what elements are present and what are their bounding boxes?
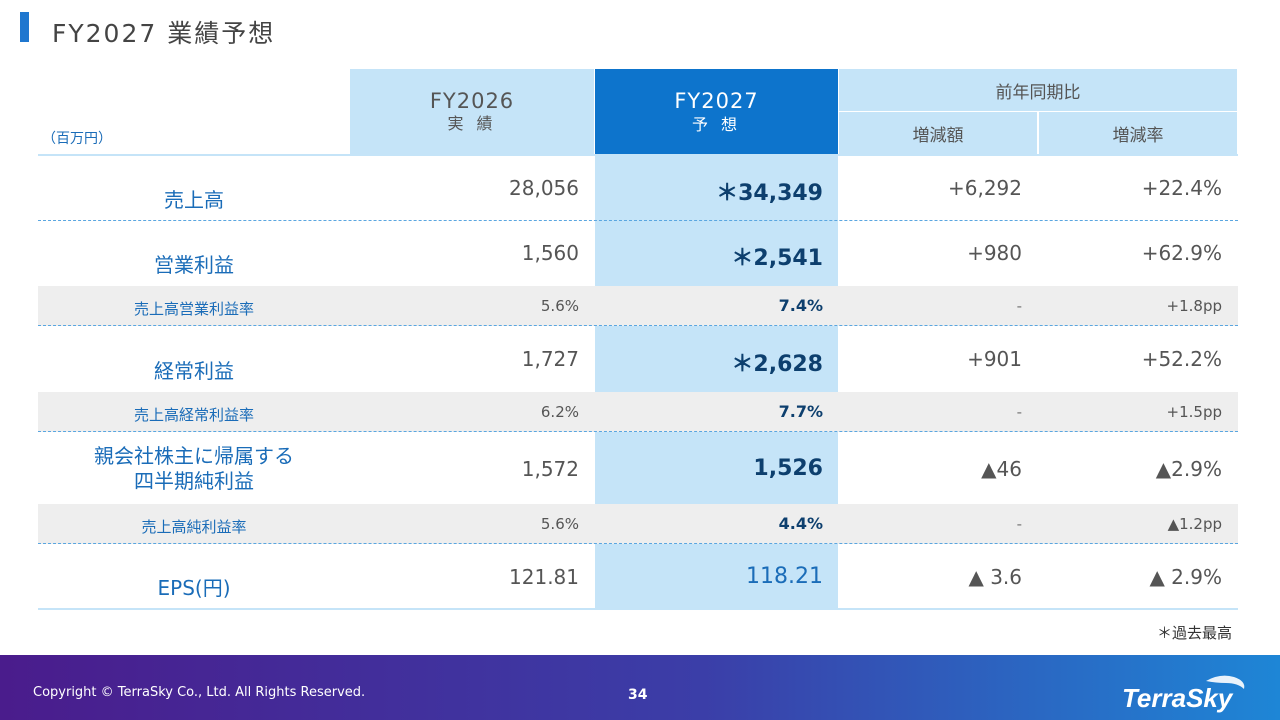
fy2026-value: 6.2% (540, 402, 579, 421)
header-fy2026-type: 実 績 (447, 113, 497, 133)
page-number: 34 (628, 687, 648, 703)
fy2026-value: 1,572 (521, 456, 579, 481)
change-amount: ▲ 3.6 (968, 565, 1022, 589)
header-fy2027-type: 予 想 (691, 114, 742, 134)
row-operating-income: 営業利益 1,560 ＊2,541 +980 +62.9% (38, 221, 1238, 286)
unit-label: （百万円） (42, 131, 112, 147)
fy2027-value: 7.7% (778, 402, 823, 421)
change-amount: +901 (967, 347, 1022, 371)
row-label: 親会社株主に帰属する 四半期純利益 (38, 433, 350, 504)
fy2026-value: 5.6% (540, 514, 579, 533)
fy2026-value: 1,560 (521, 241, 579, 265)
change-amount: ▲46 (981, 456, 1022, 481)
header-fy2027-year: FY2027 (674, 88, 759, 113)
row-label: 売上高営業利益率 (133, 300, 254, 318)
fy2027-value: 4.4% (778, 514, 823, 533)
header-fy2027: FY2027 予 想 (595, 69, 838, 154)
row-ordinary-margin: 売上高経常利益率 6.2% 7.7% - +1.5pp (38, 392, 1238, 432)
row-label: 経常利益 (154, 359, 234, 383)
copyright-text: Copyright © TerraSky Co., Ltd. All Right… (33, 685, 366, 700)
fy2026-value: 121.81 (509, 565, 579, 589)
fy2027-value: ＊2,541 (731, 246, 823, 271)
change-rate: ▲ 2.9% (1149, 565, 1222, 589)
title-accent-bar (20, 12, 29, 42)
row-label-line1: 親会社株主に帰属する (94, 443, 294, 468)
footer: Copyright © TerraSky Co., Ltd. All Right… (0, 655, 1280, 720)
fy2027-value: 118.21 (746, 564, 823, 589)
change-rate: ▲1.2pp (1167, 514, 1222, 533)
row-label: 営業利益 (154, 253, 234, 277)
header-yoy: 前年同期比 (839, 69, 1237, 111)
change-amount: - (1016, 514, 1022, 533)
change-rate: +22.4% (1141, 176, 1222, 200)
fy2027-value: 7.4% (778, 296, 823, 315)
change-rate: +1.5pp (1166, 402, 1222, 421)
change-rate: +1.8pp (1166, 296, 1222, 315)
row-net-income: 親会社株主に帰属する 四半期純利益 1,572 1,526 ▲46 ▲2.9% (38, 433, 1238, 504)
change-rate: +62.9% (1141, 241, 1222, 265)
page-title: FY2027 業績予想 (52, 19, 276, 48)
fy2027-value: ＊2,628 (731, 352, 823, 377)
svg-text:TerraSky: TerraSky (1122, 683, 1234, 713)
record-high-note: ＊過去最高 (1156, 624, 1232, 642)
change-amount: - (1016, 296, 1022, 315)
change-amount: +980 (967, 241, 1022, 265)
row-label: 売上高経常利益率 (133, 406, 254, 424)
fy2026-value: 1,727 (521, 347, 579, 371)
change-amount: - (1016, 402, 1022, 421)
row-net-margin: 売上高純利益率 5.6% 4.4% - ▲1.2pp (38, 504, 1238, 544)
row-operating-margin: 売上高営業利益率 5.6% 7.4% - +1.8pp (38, 286, 1238, 326)
header-divider (38, 154, 1238, 156)
header-amount: 増減額 (839, 112, 1037, 154)
fy2027-value: 1,526 (753, 456, 823, 481)
change-amount: +6,292 (947, 176, 1022, 200)
row-eps: EPS(円) 121.81 118.21 ▲ 3.6 ▲ 2.9% (38, 545, 1238, 610)
row-label: EPS(円) (157, 576, 231, 600)
row-ordinary-income: 経常利益 1,727 ＊2,628 +901 +52.2% (38, 327, 1238, 392)
row-net-sales: 売上高 28,056 ＊34,349 +6,292 +22.4% (38, 156, 1238, 221)
change-rate: +52.2% (1141, 347, 1222, 371)
row-label-line2: 四半期純利益 (134, 468, 254, 493)
terrasky-logo: TerraSky (1122, 675, 1245, 713)
fy2026-value: 28,056 (509, 176, 579, 200)
row-label: 売上高純利益率 (141, 518, 247, 536)
row-label: 売上高 (164, 187, 224, 212)
fy2026-value: 5.6% (540, 296, 579, 315)
fy2027-value: ＊34,349 (716, 181, 823, 206)
header-fy2026-year: FY2026 (429, 88, 515, 113)
header-fy2026: FY2026 実 績 (350, 69, 594, 154)
change-rate: ▲2.9% (1155, 456, 1222, 481)
header-rate: 増減率 (1039, 112, 1237, 154)
